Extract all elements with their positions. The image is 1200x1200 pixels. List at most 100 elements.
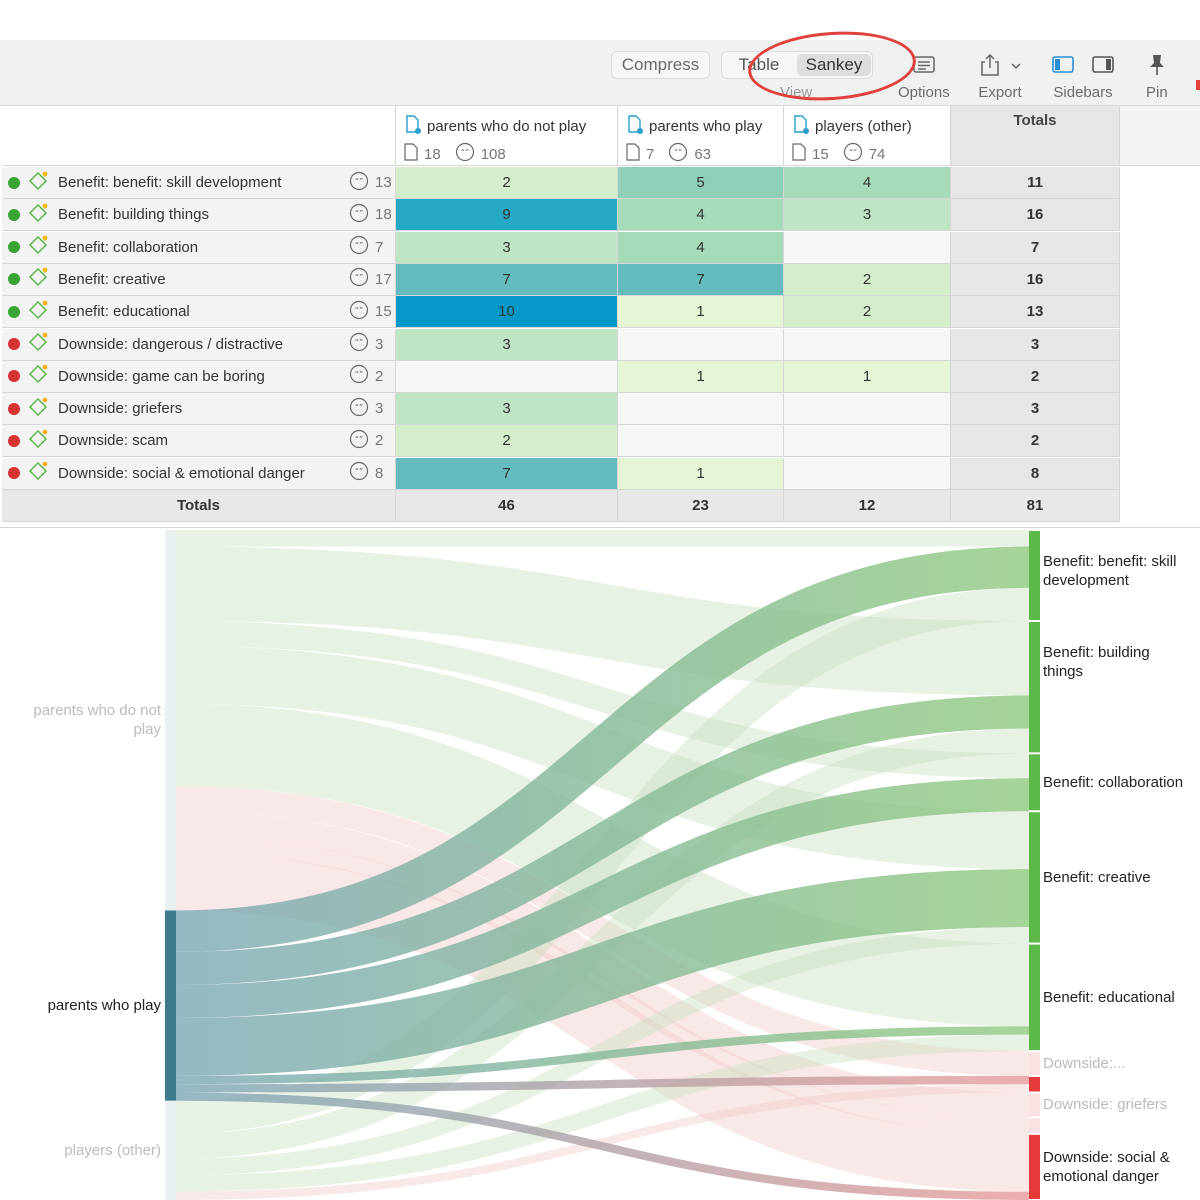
sankey-link[interactable] — [175, 546, 1030, 952]
table-row[interactable]: Benefit: creative “” 17 7 7 2 16 — [2, 263, 1200, 296]
table-cell[interactable]: 2 — [784, 296, 951, 329]
table-cell[interactable] — [396, 360, 618, 393]
quotation-count: 108 — [480, 145, 506, 163]
table-cell[interactable]: 1 — [618, 360, 784, 393]
sankey-target-node[interactable] — [1029, 944, 1040, 1051]
sankey-link[interactable] — [175, 786, 1030, 1076]
svg-text:“”: “” — [355, 241, 363, 250]
table-row[interactable]: Benefit: collaboration “” 7 3 4 7 — [2, 231, 1200, 264]
row-quote-count: “” 3 — [349, 332, 395, 356]
table-row[interactable]: Downside: scam “” 2 2 2 — [2, 425, 1200, 458]
table-row[interactable]: Downside: game can be boring “” 2 1 1 2 — [2, 360, 1200, 393]
sankey-source-node[interactable] — [165, 530, 176, 911]
table-cell[interactable] — [618, 328, 784, 361]
table-cell[interactable]: 4 — [618, 199, 784, 232]
sankey-link[interactable] — [175, 695, 1030, 985]
sankey-target-node[interactable] — [1029, 1134, 1040, 1199]
table-cell[interactable]: 2 — [396, 167, 618, 199]
sankey-target-node[interactable] — [1029, 1052, 1040, 1075]
table-row[interactable]: Downside: dangerous / distractive “” 3 3 3 — [2, 328, 1200, 361]
row-header[interactable]: Benefit: collaboration “” 7 — [2, 231, 396, 264]
table-cell[interactable] — [618, 393, 784, 426]
row-header[interactable]: Downside: social & emotional danger “” 8 — [2, 457, 396, 490]
table-cell[interactable]: 1 — [618, 296, 784, 329]
table-cell[interactable]: 1 — [618, 457, 784, 490]
quotation-icon: “” — [455, 142, 475, 166]
sankey-link[interactable] — [175, 1026, 1030, 1085]
export-button[interactable]: Export — [977, 52, 1023, 101]
table-cell[interactable]: 4 — [784, 167, 951, 199]
sankey-target-node[interactable] — [1029, 1093, 1040, 1117]
table-cell[interactable]: 4 — [618, 231, 784, 264]
sankey-target-node[interactable] — [1029, 754, 1040, 811]
table-row[interactable]: Benefit: benefit: skill development “” 13 2… — [2, 167, 1200, 199]
row-quote-count: “” 8 — [349, 461, 395, 485]
sankey-source-node[interactable] — [165, 910, 176, 1101]
sankey-link[interactable] — [175, 620, 1030, 779]
code-group-dot — [8, 370, 20, 383]
table-cell[interactable]: 7 — [396, 263, 618, 296]
table-cell[interactable]: 3 — [396, 231, 618, 264]
table-cell[interactable]: 1 — [784, 360, 951, 393]
view-table-button[interactable]: Table — [738, 55, 780, 74]
table-cell[interactable]: 3 — [396, 328, 618, 361]
sankey-link[interactable] — [175, 546, 1030, 696]
row-header[interactable]: Downside: scam “” 2 — [2, 425, 396, 458]
pin-button[interactable]: Pin — [1146, 52, 1168, 101]
sankey-target-node[interactable] — [1029, 1076, 1040, 1092]
window-edge-marker — [1196, 80, 1200, 90]
row-header[interactable]: Benefit: building things “” 18 — [2, 199, 396, 232]
table-cell[interactable]: 3 — [784, 199, 951, 232]
sankey-link[interactable] — [175, 1075, 1030, 1093]
row-header[interactable]: Downside: game can be boring “” 2 — [2, 360, 396, 393]
sankey-link[interactable] — [175, 1034, 1030, 1192]
sidebars-button[interactable]: Sidebars — [1051, 52, 1115, 101]
view-sankey-button[interactable]: Sankey — [797, 54, 871, 76]
sankey-link[interactable] — [175, 1092, 1030, 1200]
table-cell[interactable] — [784, 328, 951, 361]
sankey-target-node[interactable] — [1029, 812, 1040, 943]
sankey-target-node[interactable] — [1029, 1118, 1040, 1133]
column-header[interactable]: players (other) 15 “” 74 — [784, 106, 951, 166]
table-row[interactable]: Downside: social & emotional danger “” 8 7 1… — [2, 457, 1200, 490]
code-icon — [28, 428, 50, 454]
table-row[interactable]: Benefit: educational “” 15 10 1 2 13 — [2, 296, 1200, 329]
quote-count-value: 3 — [375, 335, 384, 353]
table-cell[interactable]: 7 — [396, 457, 618, 490]
table-cell[interactable] — [784, 393, 951, 426]
table-cell[interactable]: 5 — [618, 167, 784, 199]
table-cell[interactable]: 3 — [396, 393, 618, 426]
column-header[interactable]: parents who do not play 18 “” 108 — [396, 106, 618, 166]
table-cell[interactable]: 2 — [396, 425, 618, 458]
table-cell[interactable]: 10 — [396, 296, 618, 329]
table-cell[interactable] — [618, 425, 784, 458]
pin-icon — [1147, 52, 1167, 78]
sankey-link[interactable] — [175, 703, 1030, 1027]
row-total: 11 — [951, 167, 1120, 199]
sankey-source-node[interactable] — [165, 1100, 176, 1200]
compress-button[interactable]: Compress — [611, 51, 710, 79]
table-cell[interactable]: 9 — [396, 199, 618, 232]
svg-text:“”: “” — [355, 273, 363, 282]
table-row[interactable]: Benefit: building things “” 18 9 4 3 16 — [2, 199, 1200, 232]
column-header[interactable]: parents who play 7 “” 63 — [618, 106, 784, 166]
table-cell[interactable]: 2 — [784, 263, 951, 296]
row-header[interactable]: Benefit: creative “” 17 — [2, 263, 396, 296]
view-segmented-control[interactable]: Table Sankey — [721, 51, 873, 79]
row-header[interactable]: Benefit: benefit: skill development “” 13 — [2, 167, 396, 199]
options-button[interactable]: Options — [898, 52, 950, 101]
row-header[interactable]: Downside: griefers “” 3 — [2, 393, 396, 426]
column-title: parents who play — [649, 117, 763, 135]
sankey-link[interactable] — [175, 778, 1030, 1019]
table-cell[interactable] — [784, 457, 951, 490]
table-cell[interactable]: 7 — [618, 263, 784, 296]
sankey-target-node[interactable] — [1029, 531, 1040, 620]
table-cell[interactable] — [784, 231, 951, 264]
sankey-target-node[interactable] — [1029, 621, 1040, 753]
sankey-link[interactable] — [175, 869, 1030, 1076]
table-row[interactable]: Downside: griefers “” 3 3 3 — [2, 393, 1200, 426]
table-cell[interactable] — [784, 425, 951, 458]
row-header[interactable]: Benefit: educational “” 15 — [2, 296, 396, 329]
quotation-icon: “” — [349, 364, 369, 388]
row-header[interactable]: Downside: dangerous / distractive “” 3 — [2, 328, 396, 361]
